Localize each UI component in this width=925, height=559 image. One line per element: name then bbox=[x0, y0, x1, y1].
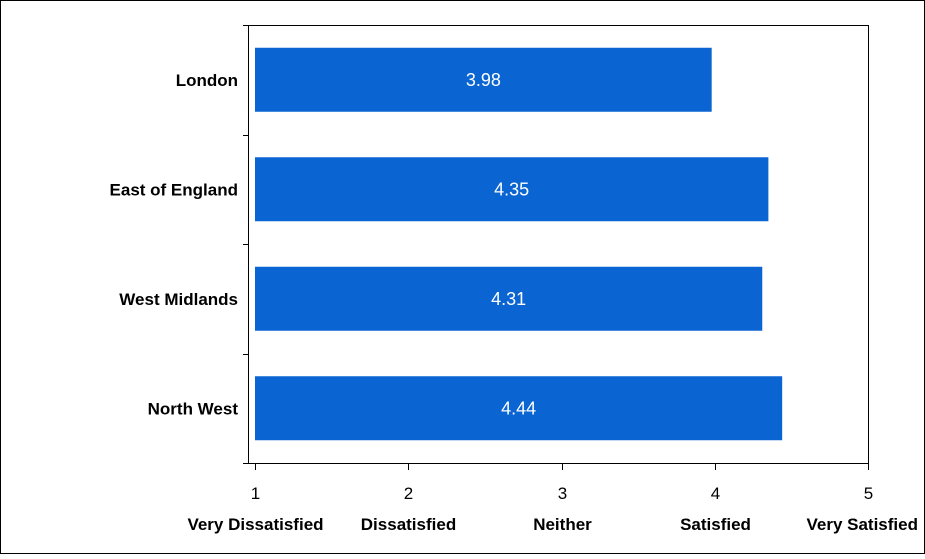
bar-labels-layer: 3.98 4.35 4.31 4.44 bbox=[466, 70, 536, 419]
category-label: London bbox=[176, 71, 238, 90]
x-tick-word-label: Satisfied bbox=[680, 515, 751, 534]
x-tick-label: 2 bbox=[404, 484, 413, 503]
x-tick-words-layer: Very Dissatisfied Dissatisfied Neither Sati… bbox=[187, 515, 918, 534]
category-label: West Midlands bbox=[119, 290, 238, 309]
bar-north-west bbox=[255, 376, 783, 441]
x-tick-word-label: Dissatisfied bbox=[361, 515, 456, 534]
x-tick-word-label: Very Satisfied bbox=[806, 515, 918, 534]
bar-value-label: 3.98 bbox=[466, 70, 501, 90]
bar-value-label: 4.44 bbox=[501, 398, 536, 418]
category-labels-layer: London East of England West Midlands North … bbox=[110, 71, 239, 419]
x-tick-label: 4 bbox=[711, 484, 720, 503]
x-tick-label: 5 bbox=[864, 484, 873, 503]
bar-value-label: 4.31 bbox=[491, 289, 526, 309]
bar-east-of-england bbox=[255, 157, 769, 222]
x-tick-label: 1 bbox=[251, 484, 260, 503]
category-label: East of England bbox=[110, 180, 238, 199]
category-label: North West bbox=[148, 399, 239, 418]
x-tick-label: 3 bbox=[558, 484, 567, 503]
bar-value-label: 4.35 bbox=[494, 179, 529, 199]
bars-layer bbox=[255, 47, 783, 441]
x-ticks-layer bbox=[255, 463, 869, 470]
bar-london bbox=[255, 47, 712, 112]
x-tick-labels-layer: 1 2 3 4 5 bbox=[251, 484, 873, 503]
x-tick-word-label: Very Dissatisfied bbox=[187, 515, 323, 534]
bar-west-midlands bbox=[255, 266, 763, 331]
x-tick-word-label: Neither bbox=[533, 515, 592, 534]
y-ticks-layer bbox=[243, 25, 249, 464]
